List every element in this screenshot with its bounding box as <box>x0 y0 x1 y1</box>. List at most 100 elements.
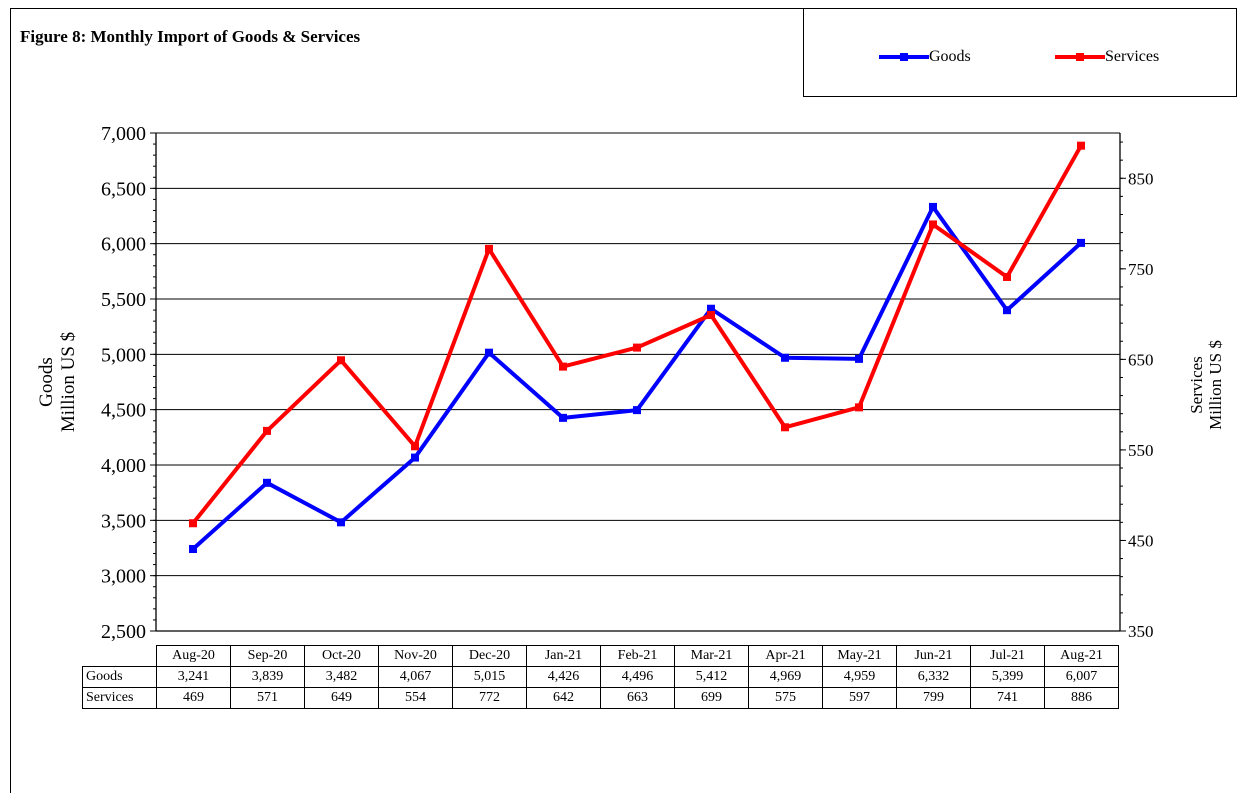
table-category: Jun-21 <box>896 645 971 667</box>
data-point-services <box>263 426 271 435</box>
table-cell: 4,969 <box>748 666 823 688</box>
left-axis-title: GoodsMillion US $ <box>36 332 79 432</box>
table-row-label: Services <box>82 687 157 709</box>
table-row-services: Services 469 571 649 554 772 642 663 699 575 597 79… <box>82 687 1119 709</box>
legend-label-services: Services <box>1105 48 1160 65</box>
data-point-goods <box>189 544 197 553</box>
right-axis-title-line: Services <box>1187 356 1206 414</box>
table-category: Aug-21 <box>1044 645 1119 667</box>
legend-swatch-goods <box>879 51 929 63</box>
table-row-label: Goods <box>82 666 157 688</box>
table-cell: 649 <box>304 687 379 709</box>
data-point-goods <box>633 406 641 415</box>
axes <box>150 132 1126 632</box>
series-services <box>189 141 1085 528</box>
data-point-goods <box>855 354 863 363</box>
legend-item-services: Services <box>1055 47 1159 67</box>
left-tick-label: 5,000 <box>101 344 146 366</box>
table-category: Aug-20 <box>156 645 231 667</box>
table-cell: 6,332 <box>896 666 971 688</box>
table-cell: 886 <box>1044 687 1119 709</box>
left-tick-label: 3,500 <box>101 510 146 532</box>
data-point-services <box>929 220 937 229</box>
right-tick-label: 450 <box>1128 531 1154 550</box>
legend-swatch-services <box>1055 51 1105 63</box>
table-cell: 4,496 <box>600 666 675 688</box>
right-tick-label: 350 <box>1128 622 1154 641</box>
left-tick-label: 6,500 <box>101 178 146 200</box>
table-cell: 554 <box>378 687 453 709</box>
table-cell: 5,399 <box>970 666 1045 688</box>
right-tick-label: 650 <box>1128 350 1154 369</box>
right-axis-title: ServicesMillion US $ <box>1187 340 1225 430</box>
left-tick-label: 5,500 <box>101 289 146 311</box>
data-point-goods <box>707 304 715 313</box>
table-category: Mar-21 <box>674 645 749 667</box>
right-tick-label: 550 <box>1128 441 1154 460</box>
table-cell: 4,067 <box>378 666 453 688</box>
legend-item-goods: Goods <box>879 47 971 67</box>
left-tick-label: 7,000 <box>101 123 146 145</box>
data-point-services <box>855 403 863 412</box>
table-category: Jul-21 <box>970 645 1045 667</box>
table-cell: 663 <box>600 687 675 709</box>
data-point-services <box>707 310 715 319</box>
data-point-goods <box>1003 306 1011 315</box>
table-category: Apr-21 <box>748 645 823 667</box>
data-point-services <box>1077 141 1085 150</box>
table-cell: 642 <box>526 687 601 709</box>
table-category: Oct-20 <box>304 645 379 667</box>
table-header-row: Aug-20 Sep-20 Oct-20 Nov-20 Dec-20 Jan-21 Feb-… <box>83 645 1119 667</box>
table-cell: 3,482 <box>304 666 379 688</box>
data-point-goods <box>929 202 937 211</box>
data-point-goods <box>1077 238 1085 247</box>
chart-frame <box>10 8 1236 793</box>
right-axis-title-line: Million US $ <box>1206 340 1225 430</box>
series-goods <box>189 202 1085 553</box>
data-point-services <box>189 519 197 528</box>
data-point-services <box>411 442 419 451</box>
data-point-services <box>781 423 789 432</box>
chart-title: Figure 8: Monthly Import of Goods & Serv… <box>20 27 361 46</box>
right-tick-label: 850 <box>1128 169 1154 188</box>
left-axis-title-line: Million US $ <box>58 332 79 432</box>
table-category: Jan-21 <box>526 645 601 667</box>
table-category: Nov-20 <box>378 645 453 667</box>
table-cell: 575 <box>748 687 823 709</box>
data-point-services <box>337 356 345 365</box>
data-point-goods <box>781 353 789 362</box>
legend-label-goods: Goods <box>929 48 971 65</box>
table-category: May-21 <box>822 645 897 667</box>
table-cell: 4,959 <box>822 666 897 688</box>
table-cell: 571 <box>230 687 305 709</box>
series-line-services <box>191 144 1083 525</box>
table-cell: 772 <box>452 687 527 709</box>
table-cell: 5,412 <box>674 666 749 688</box>
table-row-goods: Goods 3,241 3,839 3,482 4,067 5,015 4,426 4,496… <box>82 666 1119 688</box>
axis-titles: GoodsMillion US $ ServicesMillion US $ <box>36 332 1225 432</box>
data-table: Aug-20 Sep-20 Oct-20 Nov-20 Dec-20 Jan-21 Feb-… <box>82 645 1119 709</box>
left-axis-title-line: Goods <box>36 357 57 407</box>
left-tick-label: 4,500 <box>101 400 146 422</box>
table-category: Dec-20 <box>452 645 527 667</box>
table-cell: 597 <box>822 687 897 709</box>
data-point-goods <box>485 348 493 357</box>
tick-labels: 2,500 3,000 3,500 4,000 4,500 5,000 5,500 6,000… <box>101 123 1154 643</box>
table-cell: 5,015 <box>452 666 527 688</box>
left-tick-label: 6,000 <box>101 234 146 256</box>
data-point-goods <box>337 518 345 527</box>
table-category: Feb-21 <box>600 645 675 667</box>
gridlines <box>156 132 1120 577</box>
table-cell: 4,426 <box>526 666 601 688</box>
table-cell: 741 <box>970 687 1045 709</box>
data-point-services <box>485 244 493 253</box>
table-cell: 3,839 <box>230 666 305 688</box>
table-corner <box>83 646 157 667</box>
legend: Goods Services <box>803 8 1237 97</box>
data-point-goods <box>559 413 567 422</box>
data-point-services <box>1003 272 1011 281</box>
right-tick-label: 750 <box>1128 260 1154 279</box>
left-tick-label: 4,000 <box>101 455 146 477</box>
data-point-goods <box>411 453 419 462</box>
